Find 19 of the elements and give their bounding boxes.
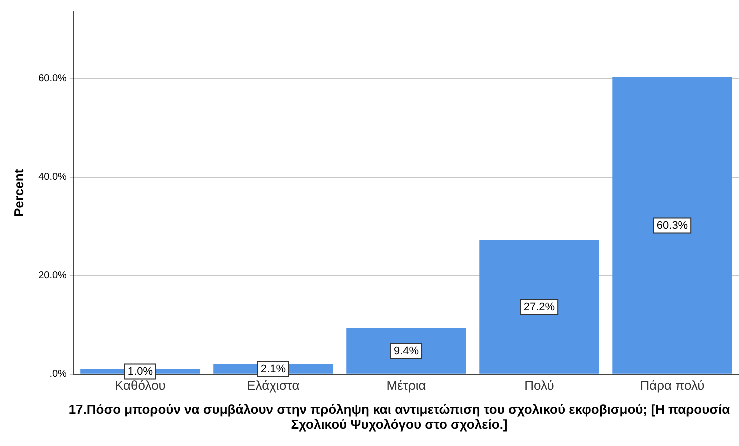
y-tick-label: 40.0% <box>38 172 68 184</box>
y-tick-label: 60.0% <box>38 74 68 85</box>
x-tick-label: Μέτρια <box>386 378 427 393</box>
y-tick-label: .0% <box>50 369 68 380</box>
x-tick-label: Καθόλου <box>115 378 166 393</box>
data-label: 2.1% <box>260 364 286 376</box>
y-tick-label: 20.0% <box>38 270 68 282</box>
y-axis-title: Percent <box>11 168 26 218</box>
data-label: 60.3% <box>656 220 688 232</box>
bar <box>346 328 466 374</box>
x-tick-label: Πολύ <box>524 378 554 393</box>
data-label: 27.2% <box>524 302 556 314</box>
data-label: 9.4% <box>394 346 420 358</box>
x-axis-title: 17.Πόσο μπορούν να συμβάλουν στην πρόληψη και αντιμετώπιση του σχολικού εκφοβισμού; [Η παρουσία Σχολικού Ψυχολόγου στο σχολείο.] <box>68 402 732 432</box>
bar <box>612 77 732 374</box>
data-label: 1.0% <box>128 366 154 378</box>
bar <box>480 240 600 374</box>
x-tick-label: Ελάχιστα <box>247 378 300 393</box>
x-tick-label: Πάρα πολύ <box>640 378 705 393</box>
